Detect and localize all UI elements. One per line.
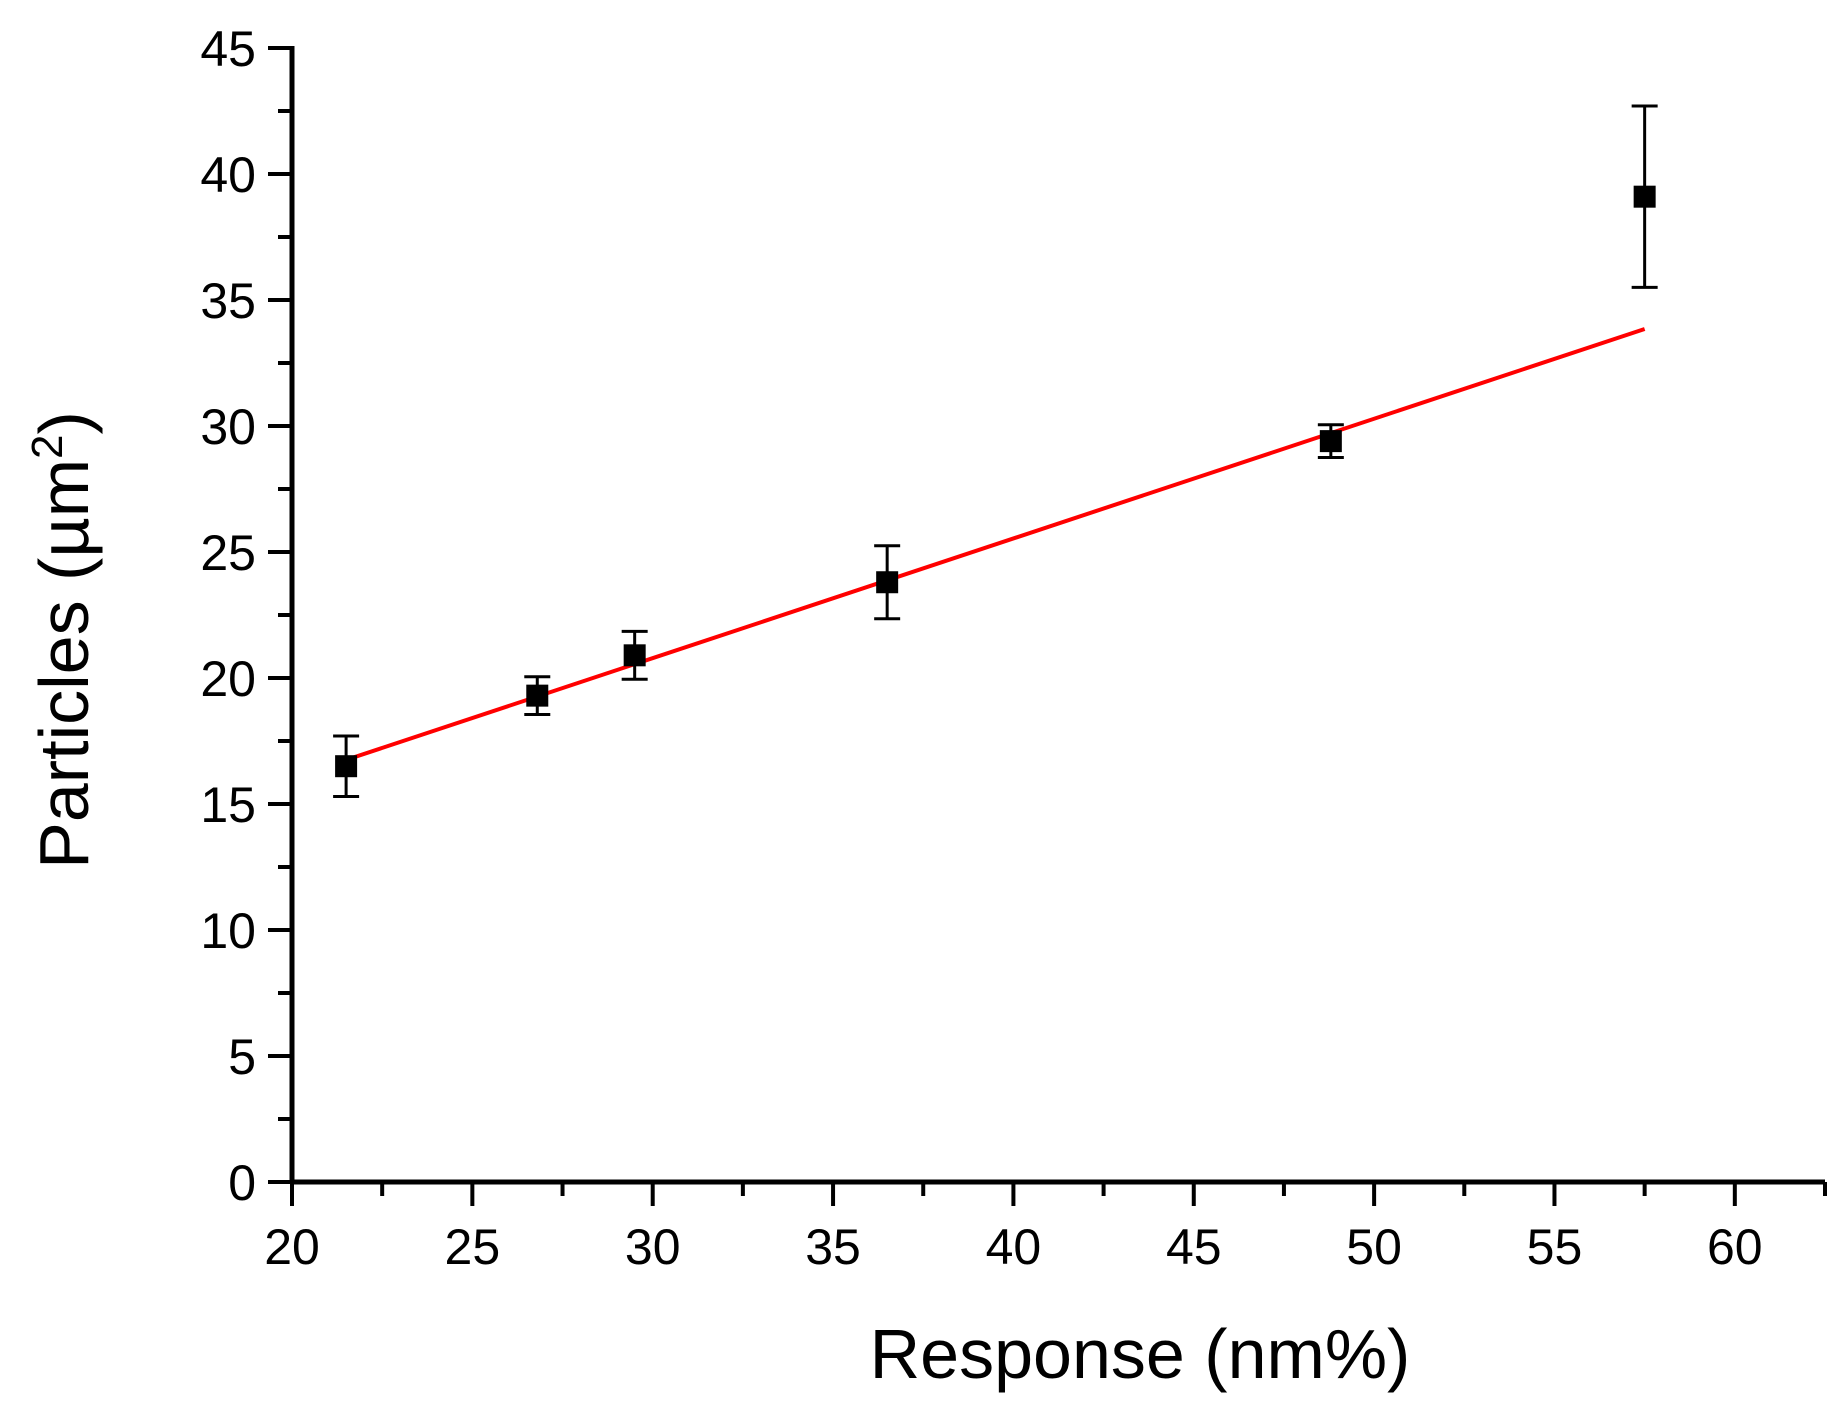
- square-marker: [1319, 430, 1342, 453]
- x-tick-label: 35: [805, 1219, 861, 1275]
- y-axis-title: Particles (µm2): [23, 411, 103, 869]
- y-tick-label: 45: [200, 21, 256, 77]
- y-axis-title-close: ): [25, 411, 103, 434]
- y-tick-label: 0: [228, 1155, 256, 1211]
- data-point-3: [621, 629, 648, 681]
- data-point-2: [524, 675, 551, 717]
- y-tick-label: 5: [228, 1029, 256, 1085]
- x-tick-label: 40: [986, 1219, 1042, 1275]
- x-tick-label: 45: [1166, 1219, 1222, 1275]
- fit-line: [345, 327, 1646, 762]
- ticks: 20 25 30 35 40 45 50 55 60 0 5 10 15 20 25 30 35 40 45: [200, 21, 1827, 1275]
- data-point-5: [1317, 423, 1344, 459]
- data-point-4: [874, 544, 901, 621]
- x-tick-label: 50: [1346, 1219, 1402, 1275]
- data-point-1: [333, 734, 360, 798]
- y-tick-label: 10: [200, 903, 256, 959]
- data-point-6: [1631, 104, 1658, 289]
- data-points: [333, 104, 1658, 798]
- fit-line-group: [345, 327, 1646, 762]
- y-tick-label: 25: [200, 525, 256, 581]
- x-axis-title: Response (nm%): [870, 1315, 1411, 1393]
- y-tick-label: 15: [200, 777, 256, 833]
- x-tick-label: 55: [1527, 1219, 1583, 1275]
- y-tick-label: 35: [200, 273, 256, 329]
- square-marker: [623, 644, 646, 667]
- y-axis-title-superscript: 2: [23, 435, 72, 459]
- y-tick-label: 30: [200, 399, 256, 455]
- square-marker: [335, 755, 358, 778]
- square-marker: [526, 684, 549, 707]
- x-tick-label: 60: [1707, 1219, 1763, 1275]
- x-tick-label: 20: [264, 1219, 320, 1275]
- square-marker: [876, 571, 899, 594]
- y-tick-label: 40: [200, 147, 256, 203]
- square-marker: [1633, 185, 1656, 208]
- y-axis-title-main: Particles (µm: [25, 459, 103, 869]
- axes: [289, 46, 1825, 1185]
- y-tick-label: 20: [200, 651, 256, 707]
- x-tick-label: 25: [445, 1219, 501, 1275]
- x-tick-label: 30: [625, 1219, 681, 1275]
